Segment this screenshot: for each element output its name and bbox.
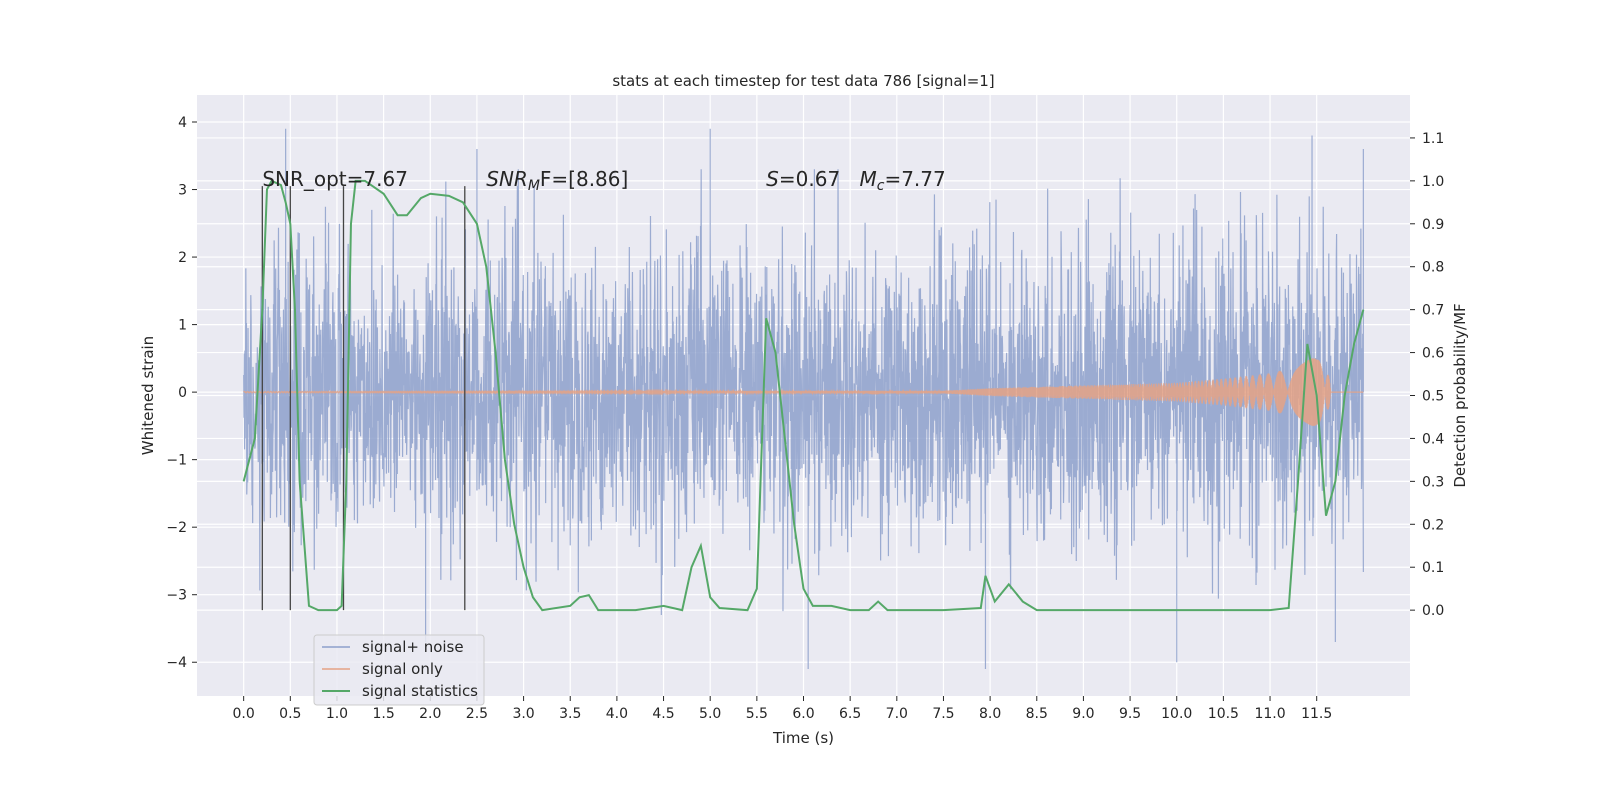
y-axis-ticks-left: −4 −3 −2 −1 0 1 2 3 4 xyxy=(166,115,197,671)
x-tick-label: 5.5 xyxy=(746,706,768,722)
x-tick-label: 4.5 xyxy=(652,706,674,722)
x-tick-label: 3.0 xyxy=(512,706,534,722)
y-tick-label: 1 xyxy=(178,318,187,334)
x-tick-label: 11.5 xyxy=(1301,706,1332,722)
snr-mf-main: SNR xyxy=(486,167,528,191)
y-tick-label-right: 0.8 xyxy=(1422,260,1444,276)
annotation-snr-mf: SNRMF=[8.86] xyxy=(486,167,628,194)
y-tick-label: 4 xyxy=(178,115,187,131)
x-tick-label: 8.0 xyxy=(979,706,1001,722)
x-tick-label: 4.0 xyxy=(606,706,628,722)
x-tick-label: 10.5 xyxy=(1208,706,1239,722)
x-tick-label: 2.5 xyxy=(466,706,488,722)
y-tick-label-right: 0.3 xyxy=(1422,474,1444,490)
legend-label-signal-only: signal only xyxy=(362,660,443,678)
x-tick-label: 2.0 xyxy=(419,706,441,722)
series-signal-plus-noise xyxy=(243,128,1364,669)
y-tick-label: −2 xyxy=(166,520,187,536)
x-tick-label: 1.0 xyxy=(326,706,348,722)
y-axis-label-right: Detection probability/MF xyxy=(1451,303,1469,487)
mc-rest: =7.77 xyxy=(884,167,945,191)
legend-label-signal-statistics: signal statistics xyxy=(362,682,478,700)
x-tick-label: 3.5 xyxy=(559,706,581,722)
x-tick-label: 9.5 xyxy=(1119,706,1141,722)
y-tick-label: −4 xyxy=(166,655,187,671)
noise-trace xyxy=(243,128,1364,669)
legend-box xyxy=(313,634,485,706)
x-tick-label: 7.0 xyxy=(886,706,908,722)
x-tick-label: 7.5 xyxy=(932,706,954,722)
y-tick-label-right: 0.2 xyxy=(1422,517,1444,533)
series-signal-only xyxy=(243,358,1364,426)
statistics-line xyxy=(242,179,1365,612)
y-tick-label-right: 0.4 xyxy=(1422,431,1444,447)
y-tick-label-right: 1.1 xyxy=(1422,131,1444,147)
y-tick-label: 0 xyxy=(178,385,187,401)
x-tick-label: 6.5 xyxy=(839,706,861,722)
y-tick-label-right: 0.5 xyxy=(1422,389,1444,405)
mc-main: M xyxy=(859,167,876,191)
annotation-s: S=0.67 xyxy=(766,167,840,191)
annotation-snr-opt: SNR_opt=7.67 xyxy=(262,167,408,191)
y-tick-label-right: 0.1 xyxy=(1422,560,1444,576)
y-tick-label-right: 0.6 xyxy=(1422,346,1444,362)
s-main: S xyxy=(766,167,779,191)
y-tick-label: 2 xyxy=(178,250,187,266)
snr-mf-rest: F=[8.86] xyxy=(540,167,628,191)
x-tick-label: 8.5 xyxy=(1026,706,1048,722)
x-tick-label: 0.5 xyxy=(279,706,301,722)
x-tick-label: 5.0 xyxy=(699,706,721,722)
x-tick-label: 9.0 xyxy=(1072,706,1094,722)
snr-mf-sub: M xyxy=(528,178,540,194)
legend-label-signal-plus-noise: signal+ noise xyxy=(362,638,464,656)
y-tick-label: −3 xyxy=(166,588,187,604)
y-tick-label: −1 xyxy=(166,453,187,469)
x-tick-label: 1.5 xyxy=(372,706,394,722)
y-axis-ticks-right: 0.0 0.1 0.2 0.3 0.4 0.5 0.6 0.7 0.8 0.9 1.0 1.1 xyxy=(1410,131,1444,619)
y-tick-label-right: 1.0 xyxy=(1422,174,1444,190)
x-tick-label: 6.0 xyxy=(792,706,814,722)
x-tick-label: 10.0 xyxy=(1161,706,1192,722)
series-signal-statistics xyxy=(242,179,1365,612)
x-axis-label: Time (s) xyxy=(772,729,834,747)
mc-sub: c xyxy=(877,178,885,194)
chart-title: stats at each timestep for test data 786… xyxy=(612,72,994,90)
s-rest: =0.67 xyxy=(779,167,840,191)
x-tick-label: 0.0 xyxy=(233,706,255,722)
y-tick-label-right: 0.0 xyxy=(1422,603,1444,619)
annotation-mc: Mc=7.77 xyxy=(859,167,945,194)
x-tick-label: 11.0 xyxy=(1254,706,1285,722)
y-axis-label: Whitened strain xyxy=(139,336,157,455)
y-tick-label: 3 xyxy=(178,183,187,199)
legend: signal+ noise signal only signal statist… xyxy=(313,634,485,706)
y-tick-label-right: 0.7 xyxy=(1422,303,1444,319)
x-axis-ticks: 0.0 0.5 1.0 1.5 2.0 2.5 3.0 3.5 4.0 4.5 5.0 5.5 6.0 6… xyxy=(233,696,1332,722)
signal-trace xyxy=(243,358,1364,426)
y-tick-label-right: 0.9 xyxy=(1422,217,1444,233)
